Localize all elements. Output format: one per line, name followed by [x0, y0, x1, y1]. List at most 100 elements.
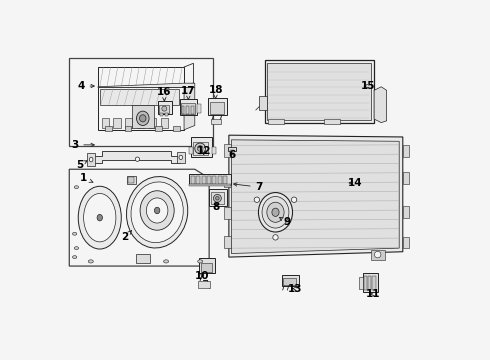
Bar	[186, 107, 189, 114]
Bar	[198, 281, 210, 288]
Text: 2: 2	[121, 231, 131, 242]
Polygon shape	[231, 140, 399, 253]
Ellipse shape	[262, 197, 289, 228]
Bar	[267, 63, 370, 120]
Bar	[283, 278, 296, 285]
Ellipse shape	[254, 197, 260, 202]
Bar	[201, 263, 212, 272]
Bar	[98, 67, 184, 87]
Bar	[159, 105, 170, 113]
Bar	[230, 150, 234, 153]
Polygon shape	[98, 83, 195, 87]
Bar	[101, 118, 109, 128]
Bar	[259, 96, 267, 110]
Bar	[370, 249, 385, 260]
Polygon shape	[229, 135, 403, 257]
Bar	[181, 107, 184, 114]
Text: 12: 12	[196, 146, 211, 156]
Ellipse shape	[74, 186, 78, 189]
Ellipse shape	[73, 256, 77, 258]
Text: 11: 11	[366, 289, 380, 299]
Bar	[161, 118, 168, 128]
Bar	[189, 147, 194, 154]
Bar	[212, 176, 216, 184]
Polygon shape	[184, 87, 195, 130]
Ellipse shape	[154, 207, 160, 214]
Ellipse shape	[272, 208, 279, 216]
Bar	[98, 87, 184, 130]
Ellipse shape	[197, 260, 203, 263]
Bar	[180, 99, 197, 116]
Bar	[199, 258, 215, 273]
Bar	[224, 175, 231, 187]
Bar	[105, 126, 112, 131]
Ellipse shape	[78, 186, 122, 249]
Bar	[209, 189, 227, 206]
Bar	[132, 105, 153, 128]
Bar	[191, 107, 194, 114]
Ellipse shape	[273, 235, 278, 240]
Text: 13: 13	[288, 284, 302, 294]
Bar	[197, 104, 200, 113]
Bar	[211, 192, 224, 204]
Bar	[100, 89, 179, 105]
Ellipse shape	[164, 260, 169, 263]
Bar	[212, 147, 216, 154]
Bar	[137, 118, 144, 128]
Bar	[265, 60, 374, 123]
Polygon shape	[69, 169, 209, 266]
Ellipse shape	[216, 197, 219, 200]
Bar	[125, 118, 132, 128]
Bar	[160, 113, 163, 116]
Text: 1: 1	[80, 173, 93, 183]
Bar	[218, 176, 221, 184]
Bar	[125, 126, 131, 131]
Bar	[368, 276, 371, 291]
Bar	[210, 102, 224, 114]
Ellipse shape	[267, 202, 284, 222]
Text: 18: 18	[208, 85, 223, 99]
Bar	[181, 103, 195, 114]
Ellipse shape	[140, 191, 174, 230]
Text: 15: 15	[361, 81, 375, 91]
Bar	[324, 119, 340, 124]
Bar	[158, 101, 172, 114]
Bar	[69, 58, 213, 146]
Bar	[113, 118, 121, 128]
Text: 6: 6	[228, 150, 235, 160]
Ellipse shape	[88, 260, 93, 263]
Bar	[193, 141, 208, 155]
Bar	[136, 254, 150, 263]
Ellipse shape	[214, 194, 221, 202]
Bar	[211, 119, 221, 125]
Ellipse shape	[292, 197, 297, 202]
Bar	[196, 176, 200, 184]
Bar	[224, 235, 231, 248]
Bar	[149, 118, 156, 128]
Bar	[282, 275, 299, 286]
Ellipse shape	[140, 115, 146, 122]
Bar	[190, 184, 231, 186]
Text: 3: 3	[71, 140, 94, 150]
Bar	[155, 126, 162, 131]
Bar	[359, 277, 364, 289]
Ellipse shape	[258, 193, 293, 232]
Text: 7: 7	[234, 182, 263, 192]
Text: 17: 17	[181, 86, 196, 99]
Ellipse shape	[179, 155, 183, 159]
Bar	[87, 153, 95, 166]
Bar	[228, 147, 236, 151]
Bar	[224, 207, 231, 220]
Text: 16: 16	[157, 87, 171, 101]
Bar	[201, 176, 205, 184]
Text: 5: 5	[75, 160, 87, 170]
Bar	[166, 113, 168, 116]
Bar	[364, 276, 367, 291]
Bar	[223, 176, 227, 184]
Bar	[177, 152, 185, 163]
Ellipse shape	[84, 193, 116, 242]
Ellipse shape	[147, 198, 168, 223]
Bar	[208, 98, 227, 116]
Bar	[403, 206, 409, 218]
Ellipse shape	[195, 143, 205, 154]
